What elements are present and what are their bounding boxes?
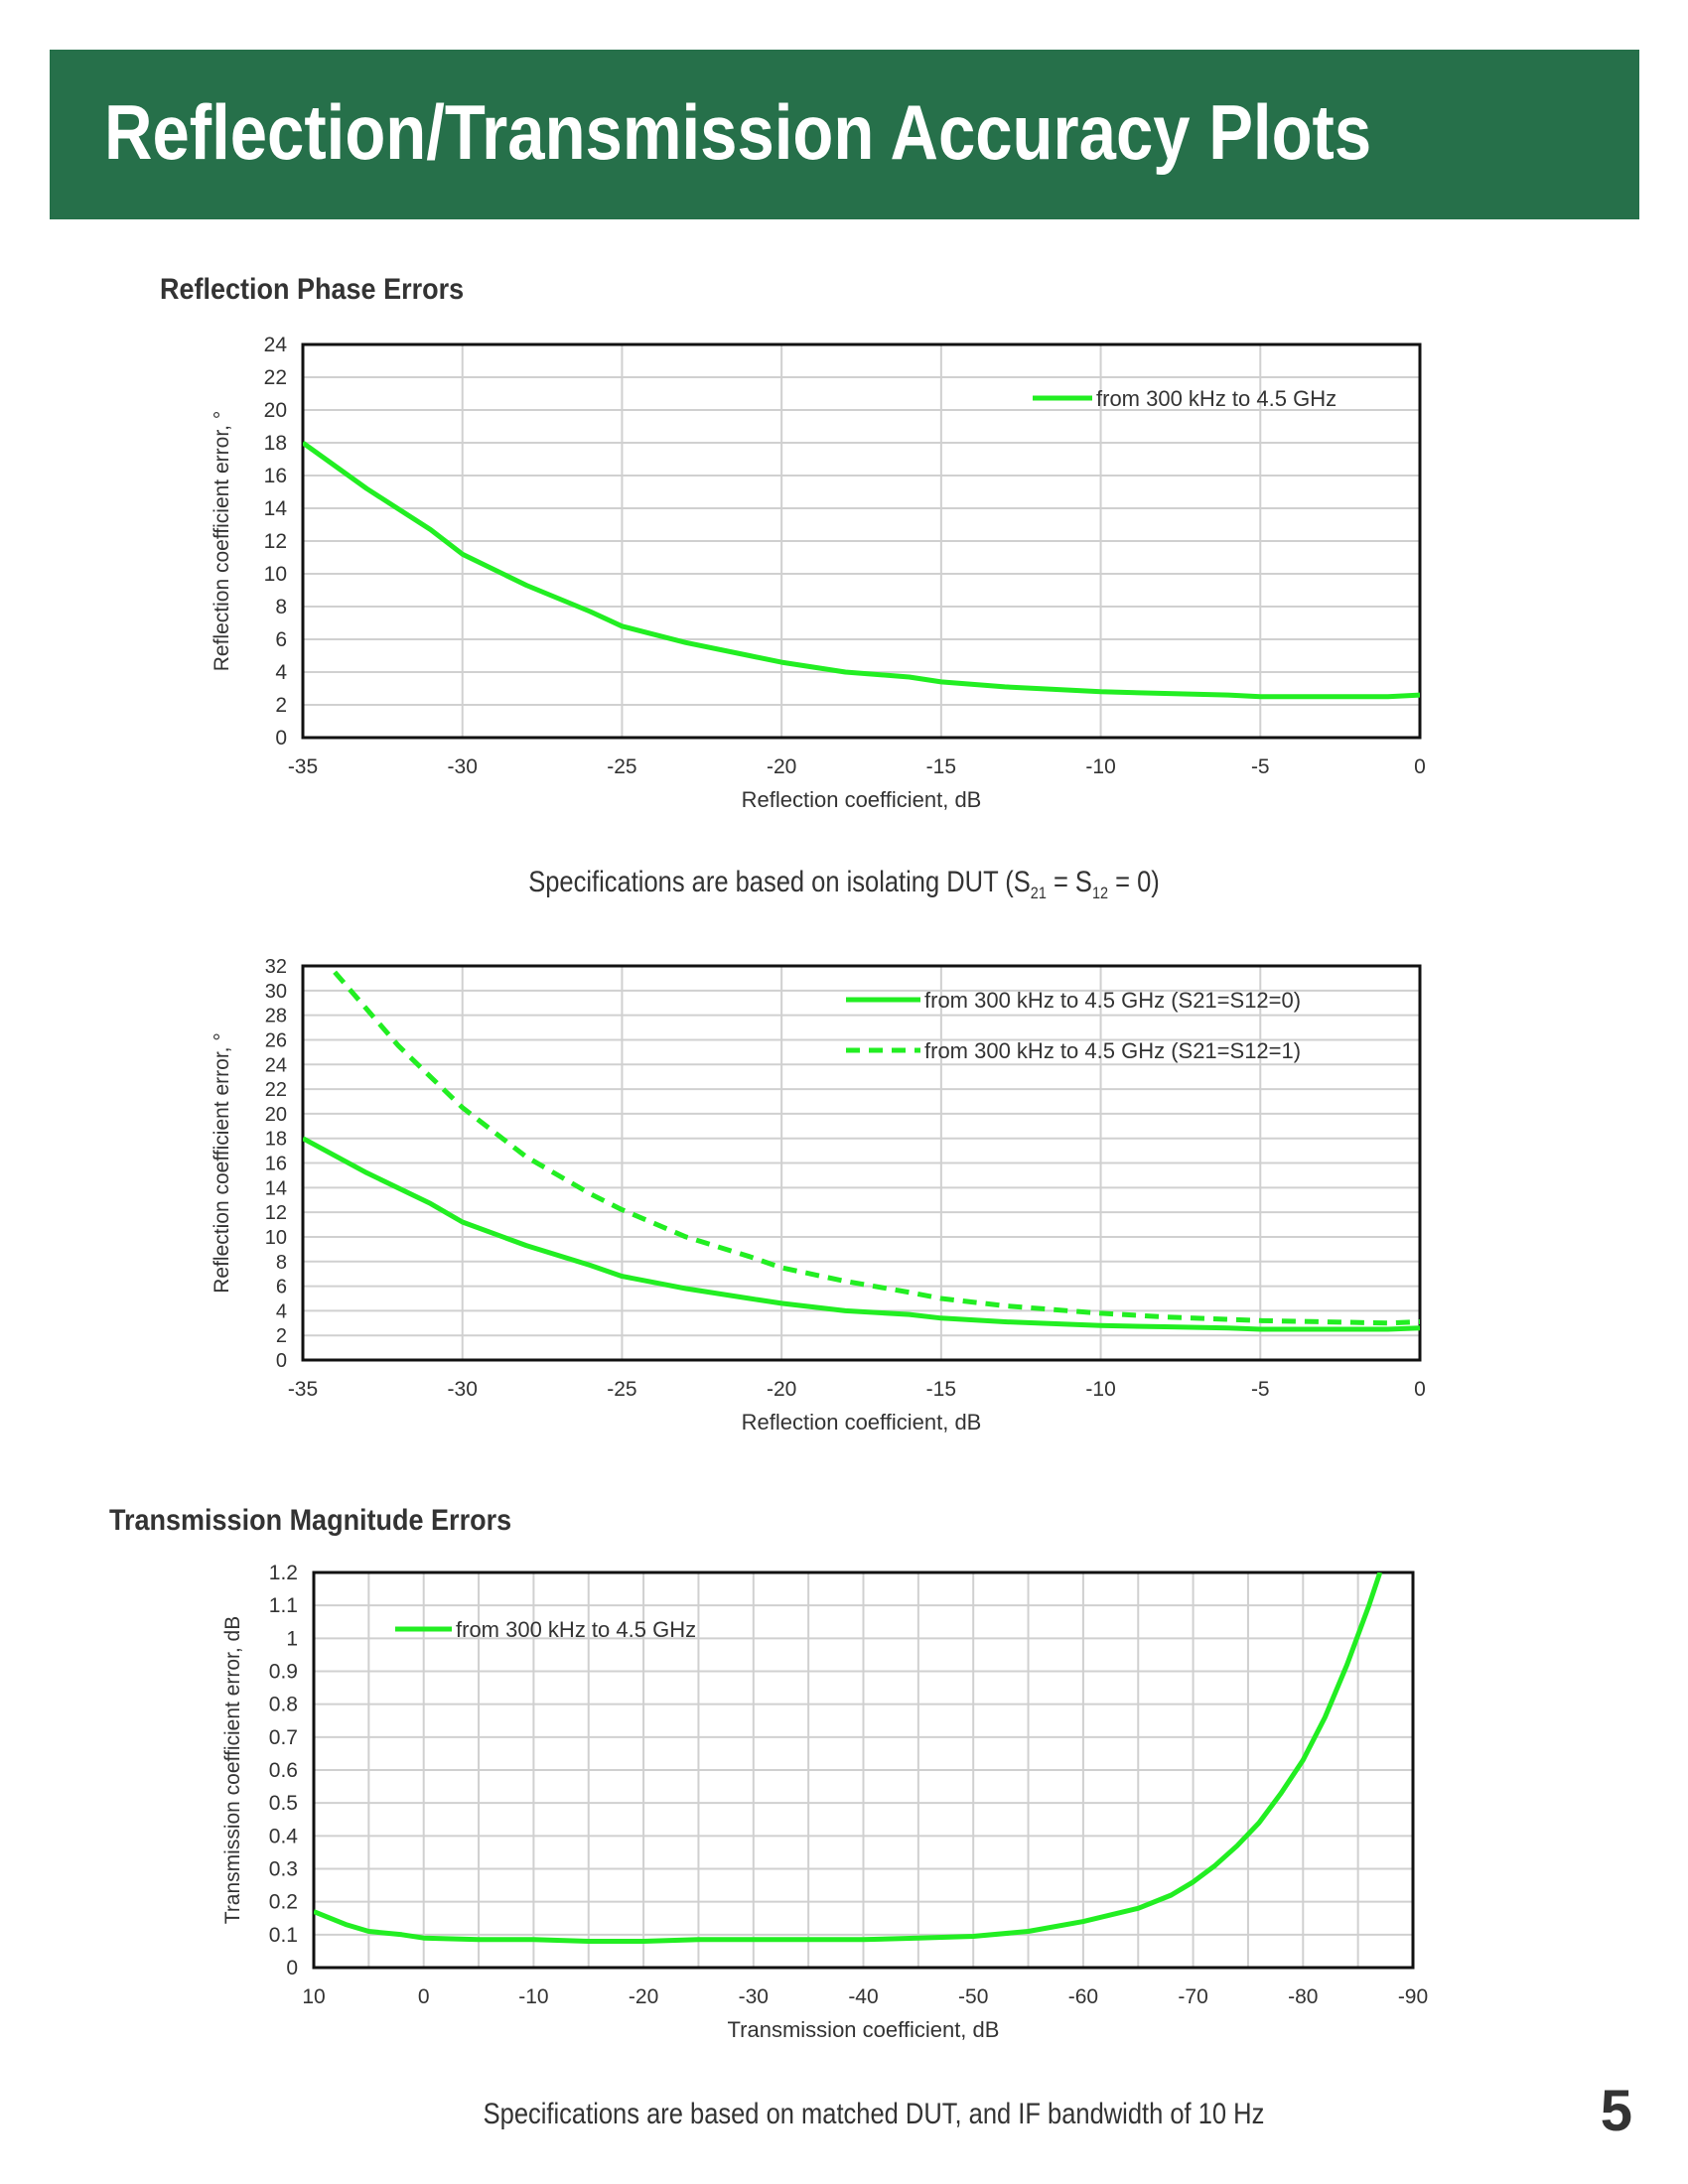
chart-2-xtick-label: -25 [607, 1378, 636, 1401]
chart-3-xtick-label: -70 [1178, 1985, 1207, 2008]
chart-3-x-axis-label: Transmission coefficient, dB [728, 2017, 1000, 2042]
chart-3-xtick-label: -80 [1288, 1985, 1318, 2008]
chart-3-ytick-label: 0.8 [269, 1694, 298, 1716]
chart-2-ytick-label: 0 [276, 1350, 287, 1372]
chart-3-ytick-label: 0.6 [269, 1759, 298, 1782]
chart-1-ytick-label: 2 [275, 694, 287, 717]
chart-1-xtick-label: -5 [1251, 755, 1270, 778]
chart-2-ytick-label: 20 [265, 1104, 287, 1126]
chart-3-xtick-label: -20 [629, 1985, 658, 2008]
chart-3-ytick-label: 0.1 [269, 1924, 298, 1947]
chart-2-ytick-label: 14 [265, 1177, 287, 1199]
chart-2-xtick-label: -35 [288, 1378, 318, 1401]
chart-1-ytick-label: 8 [275, 596, 287, 618]
chart-1-xtick-label: -30 [448, 755, 478, 778]
chart-2-ytick-label: 4 [276, 1300, 287, 1322]
chart-2-ytick-label: 30 [265, 981, 287, 1003]
chart-1-ytick-label: 0 [275, 727, 287, 750]
page-title: Reflection/Transmission Accuracy Plots [104, 88, 1372, 176]
title-banner: Reflection/Transmission Accuracy Plots [50, 50, 1639, 219]
chart-1-ytick-label: 12 [264, 530, 287, 553]
chart-2-ytick-label: 32 [265, 956, 287, 978]
chart-2-series-line-2 [333, 970, 1420, 1326]
chart-1-legend-label-1: from 300 kHz to 4.5 GHz [1096, 386, 1336, 411]
chart-3-xtick-label: -90 [1398, 1985, 1428, 2008]
chart-1-xtick-label: -35 [288, 755, 318, 778]
chart-3-xtick-label: -10 [518, 1985, 548, 2008]
chart-1-xtick-label: -15 [926, 755, 956, 778]
chart-2-x-axis-label: Reflection coefficient, dB [742, 1410, 982, 1434]
chart-3-legend-label-1: from 300 kHz to 4.5 GHz [456, 1617, 696, 1642]
chart-2-ytick-label: 16 [265, 1154, 287, 1175]
isolating-dut-note: Specifications are based on isolating DU… [528, 866, 1160, 902]
chart-3-xtick-label: -30 [739, 1985, 769, 2008]
transmission-section-title: Transmission Magnitude Errors [109, 1504, 512, 1537]
chart-1-x-axis-label: Reflection coefficient, dB [742, 787, 982, 812]
chart-2-legend-label-2: from 300 kHz to 4.5 GHz (S21=S12=1) [924, 1038, 1301, 1063]
chart-1-ytick-label: 6 [275, 628, 287, 651]
chart-3-y-axis-label: Transmission coefficient error, dB [221, 1616, 244, 1924]
chart-1-ytick-label: 10 [264, 563, 287, 586]
chart-2-ytick-label: 8 [276, 1252, 287, 1274]
chart-2-ytick-label: 12 [265, 1202, 287, 1224]
reflection-section-title: Reflection Phase Errors [160, 273, 465, 306]
matched-dut-note: Specifications are based on matched DUT,… [483, 2098, 1265, 2130]
chart-1-ytick-label: 18 [264, 432, 287, 455]
chart-3-series-line-1 [314, 1572, 1383, 1944]
chart-2-ytick-label: 28 [265, 1006, 287, 1027]
chart-1-xtick-label: 0 [1414, 755, 1426, 778]
chart-3-xtick-label: -40 [848, 1985, 878, 2008]
chart-3-ytick-label: 0.4 [269, 1825, 299, 1847]
transmission-magnitude-chart: 10 0 -10 -20 -30 -40 -50 -60 -70 -80 -9000.10.20.3… [221, 1562, 1428, 2042]
chart-1-y-axis-label: Reflection coefficient error, ° [211, 411, 233, 671]
chart-1-ytick-label: 22 [264, 366, 287, 389]
chart-3-xtick-label: 10 [302, 1985, 325, 2008]
chart-3-xtick-label: 0 [418, 1985, 430, 2008]
chart-2-xtick-label: -15 [926, 1378, 956, 1401]
chart-3-ytick-label: 0.9 [269, 1661, 298, 1684]
chart-1-plot-frame [301, 342, 1422, 740]
chart-3-xtick-label: -50 [958, 1985, 988, 2008]
chart-3-plot-frame [312, 1570, 1415, 1970]
chart-2-xtick-label: -10 [1085, 1378, 1115, 1401]
chart-2-ytick-label: 22 [265, 1079, 287, 1101]
reflection-phase-chart: -35 -30 -25 -20 -15 -10 -5 00246810121416182022… [211, 334, 1426, 812]
chart-3-ytick-label: 0.5 [269, 1792, 298, 1815]
chart-2-ytick-label: 10 [265, 1227, 287, 1249]
reflection-phase-chart-s21: -35 -30 -25 -20 -15 -10 -5 00246810121416182022… [211, 956, 1426, 1434]
chart-1-xtick-label: -20 [767, 755, 796, 778]
chart-1-ytick-label: 24 [264, 334, 288, 356]
chart-3-ytick-label: 0 [286, 1957, 298, 1979]
chart-1-series-line-1 [303, 440, 1420, 700]
chart-2-xtick-label: 0 [1414, 1378, 1426, 1401]
chart-3-ytick-label: 0.7 [269, 1726, 298, 1749]
chart-2-series-line-1 [303, 1136, 1420, 1332]
chart-2-legend-label-1: from 300 kHz to 4.5 GHz (S21=S12=0) [924, 988, 1301, 1013]
chart-3-ytick-label: 0.2 [269, 1891, 298, 1914]
chart-2-ytick-label: 6 [276, 1277, 287, 1298]
chart-1-xtick-label: -10 [1085, 755, 1115, 778]
chart-2-ytick-label: 2 [276, 1325, 287, 1347]
chart-3-ytick-label: 1.1 [269, 1594, 298, 1617]
chart-3-ytick-label: 1.2 [269, 1562, 298, 1584]
chart-1-ytick-label: 20 [264, 399, 287, 422]
chart-2-plot-frame [301, 964, 1422, 1362]
chart-2-ytick-label: 24 [265, 1054, 287, 1076]
chart-3-ytick-label: 0.3 [269, 1858, 298, 1881]
chart-1-xtick-label: -25 [607, 755, 636, 778]
chart-2-y-axis-label: Reflection coefficient error, ° [211, 1032, 233, 1293]
chart-2-xtick-label: -30 [448, 1378, 478, 1401]
chart-1-ytick-label: 16 [264, 465, 287, 487]
chart-2-ytick-label: 26 [265, 1029, 287, 1051]
page-number: 5 [1600, 2079, 1632, 2143]
chart-1-ytick-label: 14 [264, 497, 288, 520]
chart-2-ytick-label: 18 [265, 1129, 287, 1151]
chart-2-xtick-label: -5 [1251, 1378, 1270, 1401]
chart-1-ytick-label: 4 [275, 661, 287, 684]
chart-3-ytick-label: 1 [286, 1627, 298, 1650]
chart-3-xtick-label: -60 [1068, 1985, 1098, 2008]
chart-2-xtick-label: -20 [767, 1378, 796, 1401]
